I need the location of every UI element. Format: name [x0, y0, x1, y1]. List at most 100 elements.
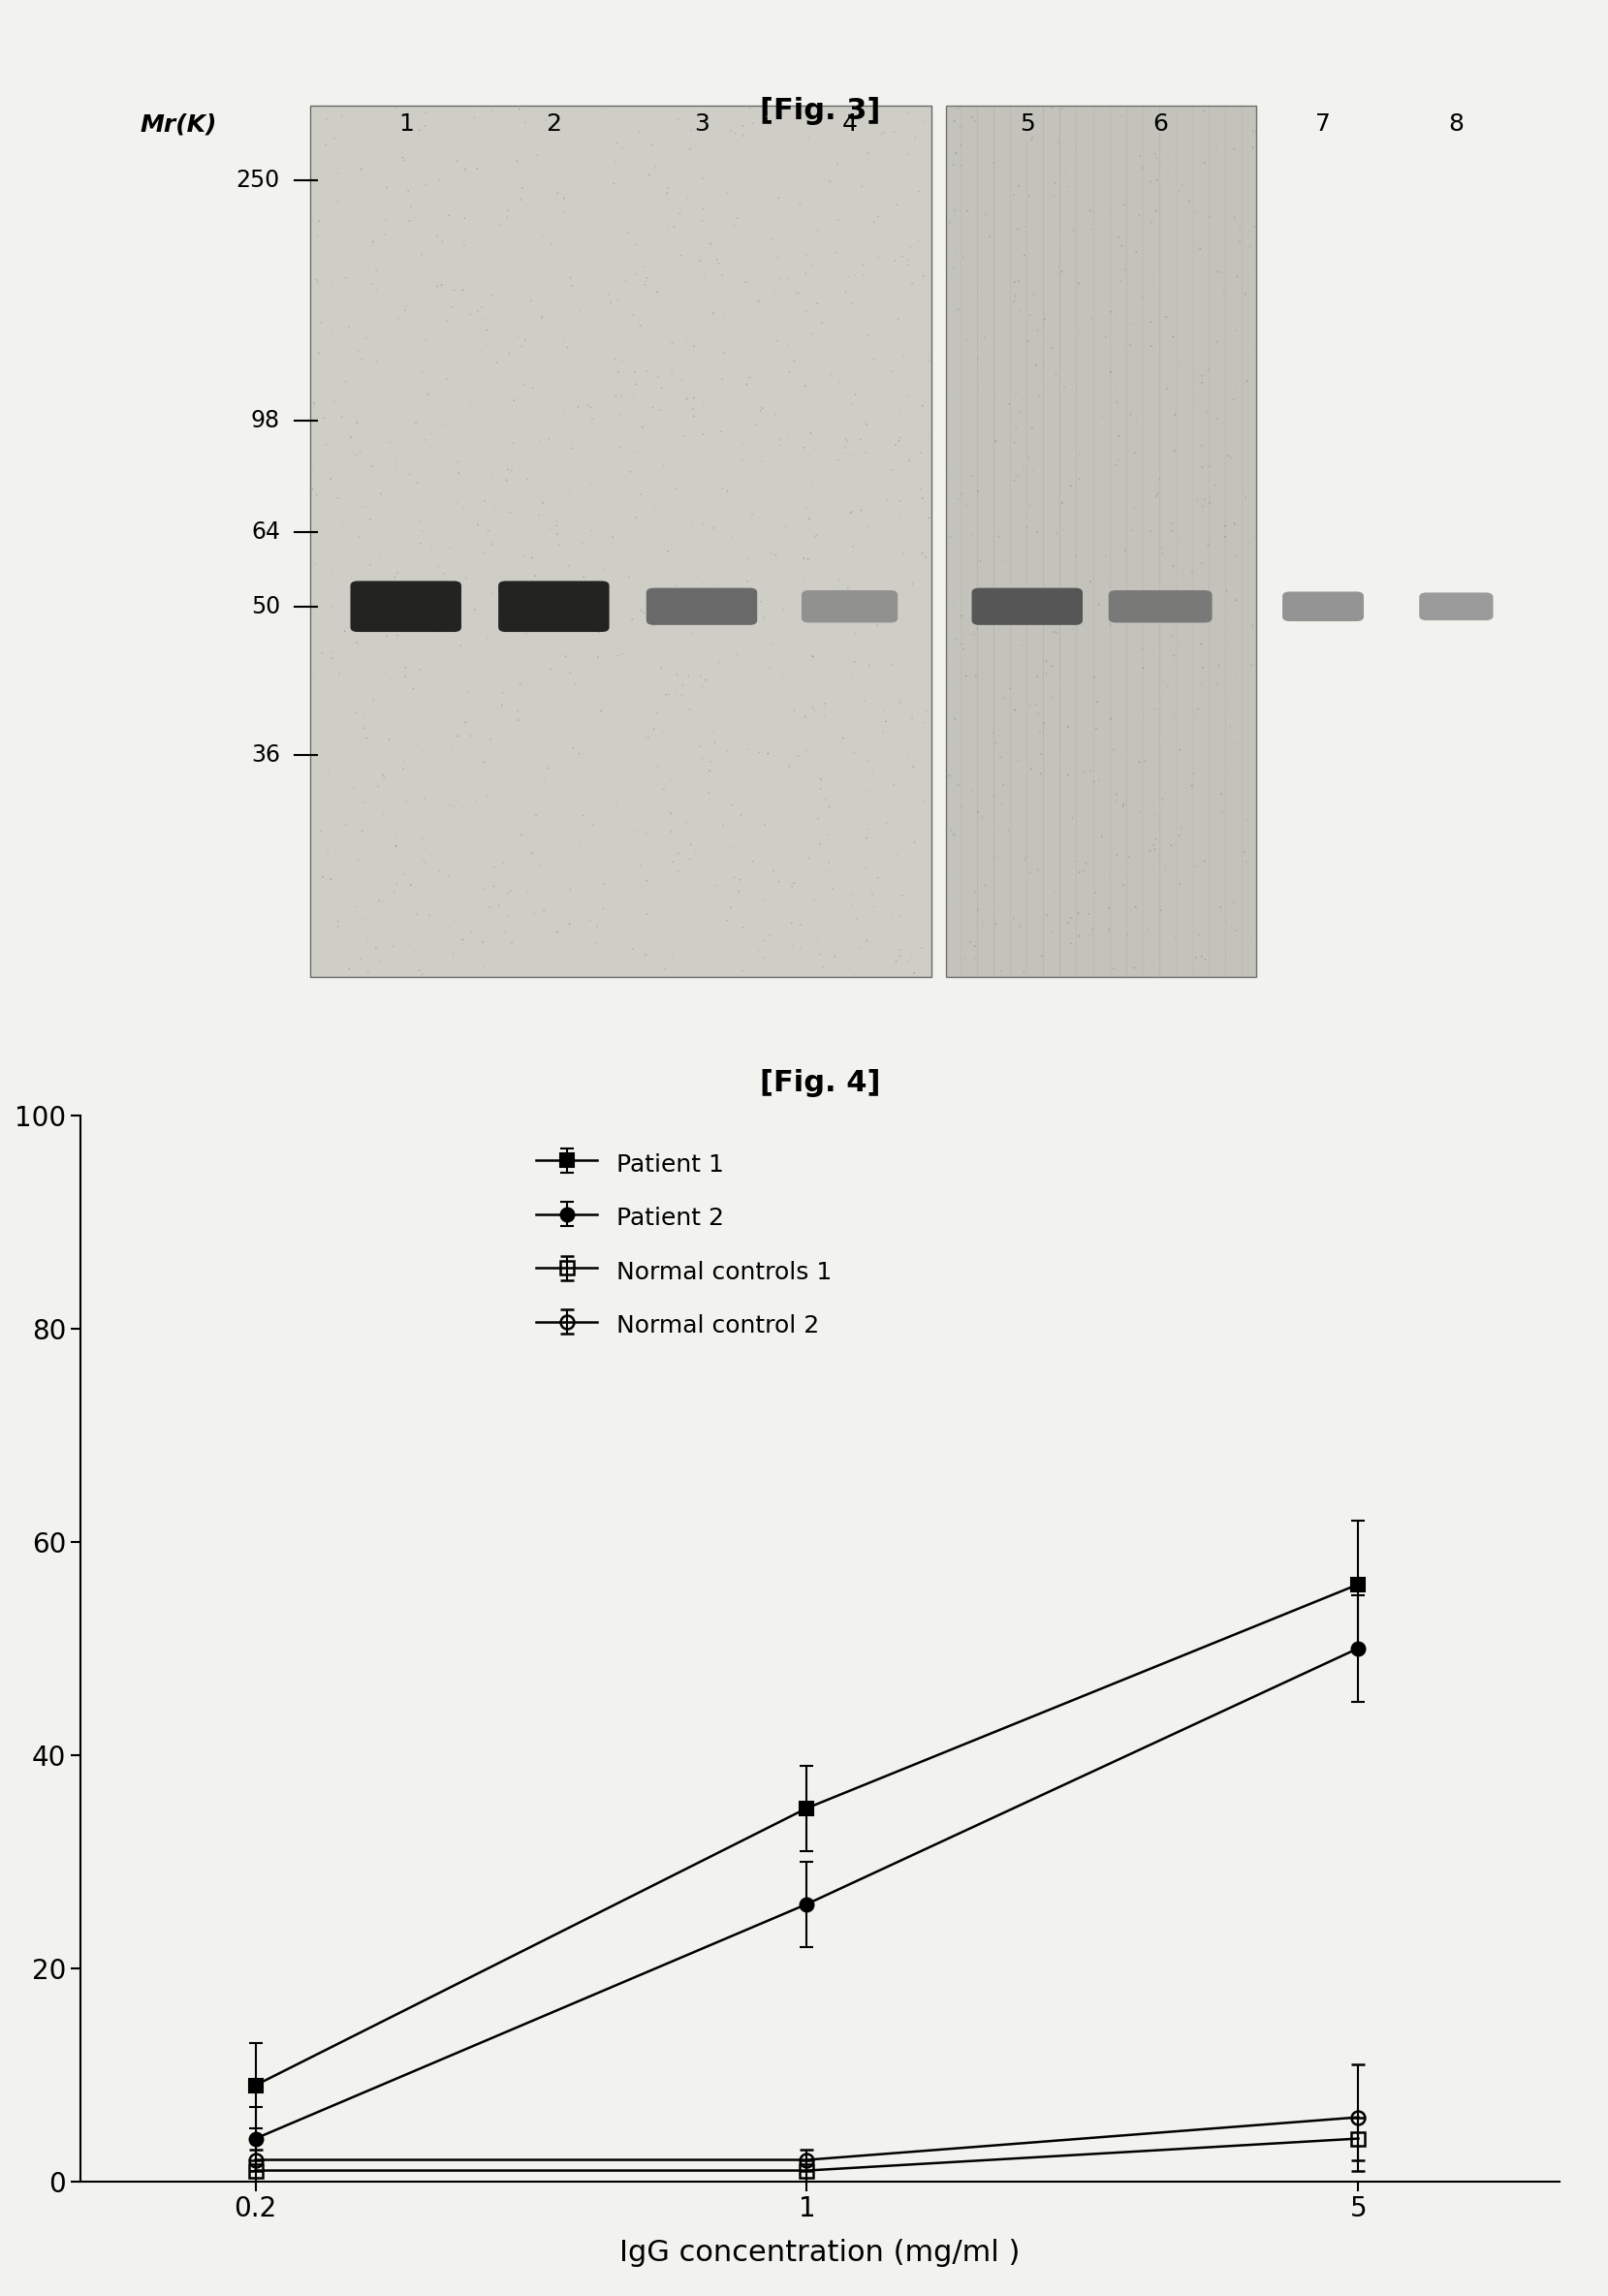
Point	[654, 266, 680, 303]
Point	[1045, 514, 1071, 551]
Point	[540, 723, 566, 760]
Point	[827, 560, 852, 597]
Point	[558, 269, 584, 305]
Point	[683, 836, 709, 872]
Point	[1015, 510, 1040, 546]
Point	[775, 845, 801, 882]
Point	[371, 760, 397, 797]
Point	[757, 916, 783, 953]
Point	[941, 250, 966, 287]
Point	[425, 383, 450, 420]
Point	[349, 813, 375, 850]
Point	[958, 457, 984, 494]
Point	[434, 333, 460, 370]
Point	[539, 726, 564, 762]
Point	[910, 480, 936, 517]
Point	[383, 90, 408, 126]
Point	[1140, 827, 1166, 863]
Point	[843, 526, 868, 563]
Point	[544, 517, 569, 553]
Point	[910, 847, 936, 884]
Point	[1071, 852, 1097, 889]
Point	[986, 595, 1011, 631]
Point	[680, 597, 706, 634]
Point	[756, 735, 781, 771]
Point	[1187, 744, 1212, 781]
Point	[560, 721, 585, 758]
Point	[479, 576, 505, 613]
Point	[1237, 673, 1262, 709]
Point	[521, 861, 547, 898]
Point	[339, 631, 365, 668]
Point	[445, 179, 471, 216]
Point	[1216, 436, 1241, 473]
Point	[991, 542, 1016, 579]
Point	[405, 464, 431, 501]
Point	[1188, 625, 1214, 661]
Point	[1047, 404, 1073, 441]
Point	[736, 90, 762, 126]
Point	[836, 259, 862, 296]
Point	[883, 944, 909, 980]
Point	[875, 331, 900, 367]
Point	[1024, 347, 1050, 383]
Point	[1031, 705, 1056, 742]
Point	[825, 441, 851, 478]
Point	[1110, 441, 1135, 478]
Point	[788, 907, 814, 944]
Point	[563, 868, 589, 905]
Point	[434, 360, 460, 397]
Point	[1179, 553, 1204, 590]
Point	[630, 409, 656, 445]
Point	[913, 693, 939, 730]
Point	[691, 372, 717, 409]
Point	[690, 383, 716, 420]
Point	[1138, 204, 1164, 241]
Point	[687, 581, 712, 618]
Point	[484, 668, 510, 705]
Point	[899, 193, 925, 230]
Point	[314, 92, 339, 129]
Point	[849, 168, 875, 204]
Point	[611, 762, 637, 799]
Point	[621, 296, 646, 333]
Point	[918, 416, 944, 452]
Point	[1124, 400, 1150, 436]
Point	[1024, 597, 1050, 634]
Point	[513, 898, 539, 934]
Point	[1206, 647, 1232, 684]
Point	[793, 698, 818, 735]
Point	[510, 211, 535, 248]
Point	[987, 608, 1013, 645]
Point	[613, 262, 638, 298]
Point	[489, 687, 515, 723]
Point	[396, 172, 421, 209]
Point	[745, 197, 770, 234]
Point	[400, 670, 426, 707]
Point	[306, 218, 331, 255]
Point	[550, 957, 576, 994]
Point	[677, 691, 703, 728]
Point	[814, 186, 839, 223]
Point	[770, 592, 796, 629]
Point	[360, 101, 386, 138]
Point	[394, 783, 420, 820]
Point	[946, 480, 971, 517]
Point	[473, 354, 498, 390]
Point	[880, 452, 905, 489]
Point	[571, 797, 597, 833]
Point	[987, 739, 1013, 776]
Point	[495, 450, 521, 487]
Point	[527, 416, 553, 452]
Point	[667, 195, 693, 232]
Point	[1061, 211, 1087, 248]
Point	[404, 404, 429, 441]
Point	[1190, 358, 1216, 395]
Point	[949, 126, 974, 163]
Point	[899, 461, 925, 498]
Point	[1060, 799, 1085, 836]
Point	[404, 333, 429, 370]
Point	[471, 691, 497, 728]
Point	[1159, 512, 1185, 549]
Point	[955, 735, 981, 771]
